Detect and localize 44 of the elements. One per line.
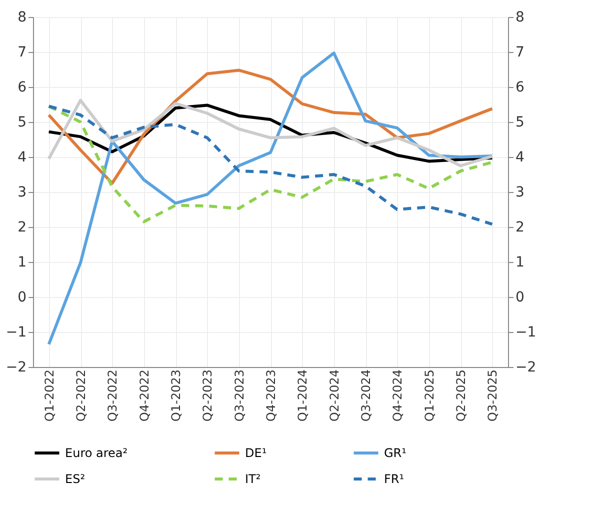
y2-tick-label: 3 [516,184,524,200]
x-tick-label: Q1-2023 [169,370,183,422]
y-tick-label: 3 [18,184,26,200]
x-tick-label: Q2-2022 [74,370,88,422]
x-tick-label: Q2-2024 [327,370,342,422]
x-tick-label: Q3-2024 [359,370,373,422]
x-tick-label: Q1-2022 [42,370,56,422]
y-tick-label: 4 [18,150,27,166]
x-tick-label: Q4-2022 [137,370,152,422]
y2-tick-label: 7 [516,44,524,60]
x-tick-label: Q2-2023 [200,370,215,422]
y2-tick-label: 1 [516,254,524,270]
legend-label: FR¹ [384,472,404,486]
x-tick-label: Q1-2024 [296,370,310,422]
legend-label: ES² [65,472,86,486]
legend-label: GR¹ [384,446,407,460]
y-tick-label: 0 [18,290,26,306]
y-tick-label: −2 [6,360,26,376]
legend-label: IT² [245,472,261,486]
y-tick-label: 6 [18,80,27,96]
legend-label: DE¹ [245,446,267,460]
y-tick-label: 7 [18,44,26,60]
x-tick-label: Q4-2024 [390,370,405,422]
line-series [47,52,494,346]
y-tick-label: 2 [18,220,26,236]
y-tick-label: 1 [18,254,26,270]
x-tick-label: Q2-2025 [454,370,468,422]
y2-tick-label: 4 [516,150,524,166]
x-tick-label: Q3-2025 [486,370,500,422]
x-tick-label: Q1-2025 [422,370,436,422]
y2-tick-label: 0 [516,290,524,306]
y2-tick-label: 5 [516,114,524,130]
y-tick-label: −1 [6,324,26,340]
x-tick-label: Q3-2022 [106,370,120,422]
y2-tick-label: 6 [516,80,524,96]
y2-tick-label: 2 [516,220,524,236]
x-tick-label: Q3-2023 [232,370,246,422]
x-tick-label: Q4-2023 [264,370,278,422]
legend-label: Euro area² [65,446,128,460]
y2-tick-label: −1 [516,324,536,340]
y2-tick-label: 8 [516,10,524,26]
y-tick-label: 5 [18,114,26,130]
y2-tick-label: −2 [516,360,536,376]
y-tick-label: 8 [18,10,26,26]
